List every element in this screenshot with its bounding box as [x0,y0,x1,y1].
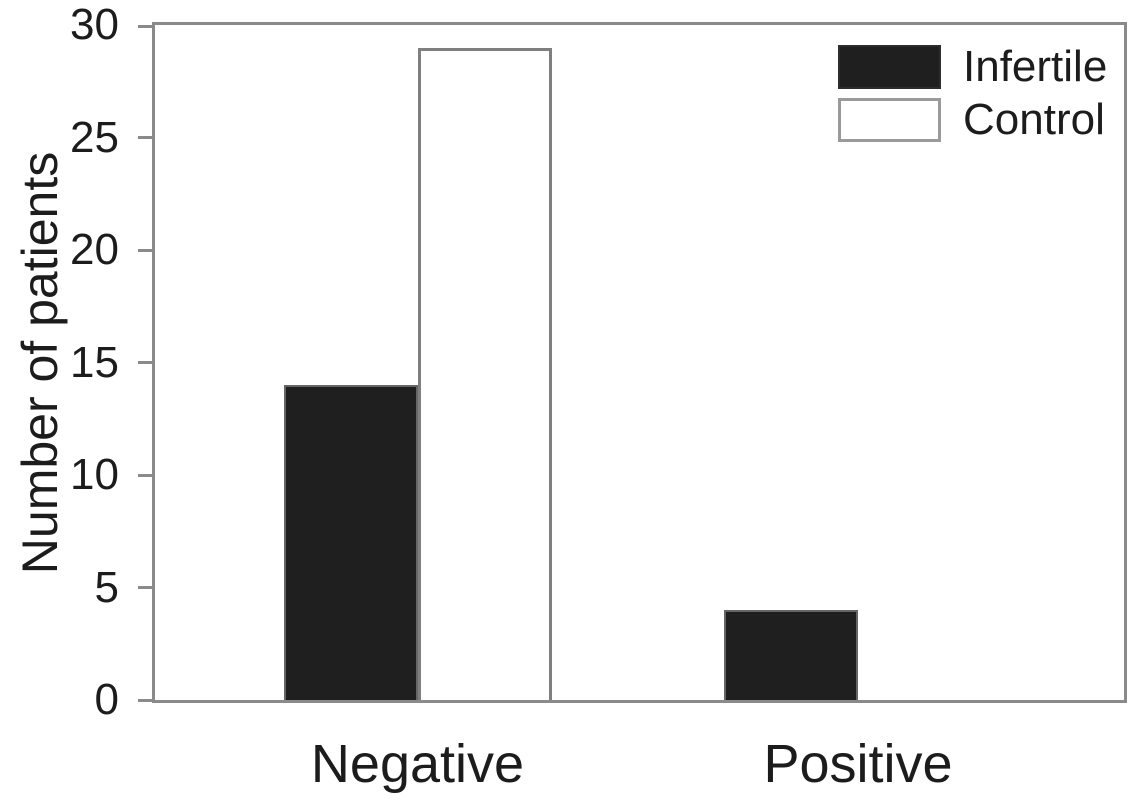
y-axis-tick-label-0: 0 [94,675,119,724]
y-axis-tick-label-15: 15 [70,337,119,387]
x-axis-category-label-negative: Negative [310,734,525,794]
x-axis-category-label-positive: Positive [763,734,953,794]
y-axis-tick-30 [138,25,152,28]
bar-positive-infertile [724,610,858,700]
legend-row-infertile: Infertile [838,45,1118,89]
legend-swatch-infertile [838,45,941,89]
y-axis-tick-label-5: 5 [94,562,119,612]
legend-swatch-control [838,98,941,142]
y-axis-tick-25 [138,136,152,139]
y-axis-tick-label-10: 10 [70,450,119,499]
legend-label-infertile: Infertile [963,42,1108,91]
legend: Infertile Control [838,45,1118,151]
bar-negative-control [417,47,552,700]
bar-negative-infertile [283,385,418,700]
legend-label-control: Control [963,95,1105,144]
plot-area: Infertile Control 0 5 10 15 20 25 30 Negative Pos… [70,3,1127,794]
y-axis-tick-label-20: 20 [70,225,119,274]
y-axis-tick-15 [138,361,152,364]
y-axis-tick-5 [138,586,152,589]
y-axis-tick-label-25: 25 [70,112,119,162]
y-axis-tick-20 [138,248,152,252]
y-axis-tick-0 [138,698,152,702]
y-axis-tick-10 [138,473,152,477]
y-axis-tick-label-30: 30 [70,0,119,49]
legend-row-control: Control [838,98,1118,142]
